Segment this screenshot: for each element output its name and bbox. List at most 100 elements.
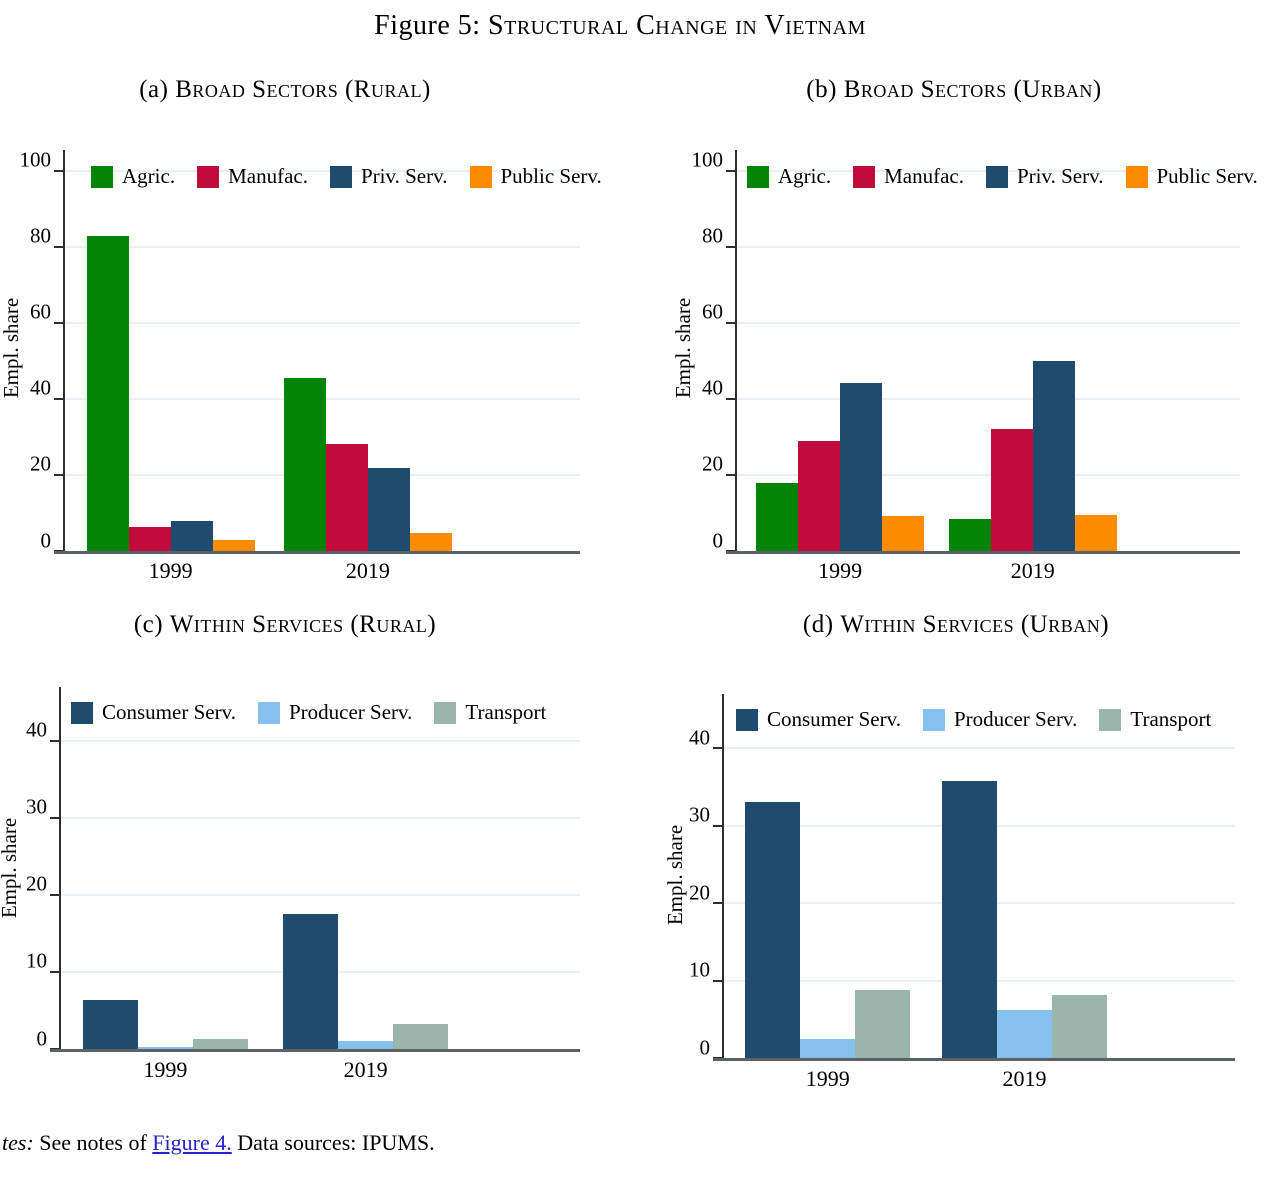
gridline-y40 (61, 739, 580, 742)
y-tick-mark-30 (50, 816, 59, 819)
bar-agric-2019 (948, 518, 991, 551)
legend-swatch (257, 701, 280, 724)
x-tick-label-2019: 2019 (1010, 558, 1055, 583)
y-tick-mark-60 (54, 321, 63, 324)
bar-transport-1999 (192, 1039, 248, 1049)
legend-label: Public Serv. (1156, 164, 1258, 188)
legend-entry-priv-serv: Priv. Serv. (985, 164, 1104, 189)
bar-transport-1999 (855, 989, 911, 1058)
panel-b-plot: 0 20 40 60 80 100 1999 2019 Agric. Manufac. Priv. … (692, 149, 1258, 583)
gridline-y80 (737, 245, 1240, 248)
legend-label: Producer Serv. (288, 700, 413, 724)
figure-notes: tes: See notes of Figure 4. Data sources… (2, 1130, 435, 1156)
panel-c-title: (c) Within Services (Rural) (40, 611, 530, 639)
panel-b-ylabel: Empl. share (671, 297, 695, 399)
legend-swatch (853, 165, 876, 188)
legend-swatch (329, 165, 352, 188)
y-tick-mark-80 (726, 245, 735, 248)
y-tick-mark-40 (54, 397, 63, 400)
bar-consumer-serv-2019 (941, 780, 997, 1058)
y-tick-mark-30 (713, 824, 722, 827)
legend-swatch (469, 165, 492, 188)
x-tick-label-1999: 1999 (143, 1057, 188, 1082)
y-tick-mark-40 (50, 739, 59, 742)
panel-d-title-prefix: (d) (802, 611, 834, 638)
panel-a-ylabel: Empl. share (0, 297, 23, 399)
panel-d-plot: 0 10 20 30 40 1999 2019 Consumer Serv. Producer … (689, 694, 1235, 1091)
y-tick-label-0: 0 (36, 1026, 48, 1050)
bar-producer-serv-1999 (137, 1047, 193, 1049)
legend-swatch (985, 165, 1008, 188)
y-tick-label-80: 80 (30, 223, 51, 248)
y-tick-label-40: 40 (30, 375, 51, 400)
legend-label: Consumer Serv. (102, 700, 236, 724)
y-tick-label-20: 20 (26, 871, 47, 896)
x-axis-line (726, 551, 1240, 554)
gridline-y80 (65, 245, 580, 248)
gridline-y40 (737, 397, 1240, 400)
bar-priv-serv-2019 (367, 467, 410, 551)
bar-producer-serv-2019 (996, 1009, 1052, 1058)
y-tick-label-60: 60 (702, 299, 723, 324)
legend: Consumer Serv. Producer Serv. Transport (736, 707, 1211, 732)
legend-entry-producer-serv: Producer Serv. (257, 700, 413, 725)
legend-entry-consumer-serv: Consumer Serv. (736, 707, 901, 732)
y-tick-label-10: 10 (26, 948, 47, 973)
y-tick-mark-100 (54, 169, 63, 172)
legend-swatch (197, 165, 220, 188)
y-tick-mark-80 (54, 245, 63, 248)
gridline-y60 (737, 321, 1240, 324)
legend-label: Transport (1130, 707, 1212, 731)
legend-swatch (1099, 708, 1122, 731)
legend-swatch (747, 165, 769, 188)
y-tick-mark-20 (54, 473, 63, 476)
gridline-y60 (65, 321, 580, 324)
legend-swatch (91, 165, 113, 188)
y-tick-label-60: 60 (30, 299, 51, 324)
y-tick-label-80: 80 (702, 223, 723, 248)
figure-4-link[interactable]: Figure 4. (152, 1130, 232, 1155)
legend-entry-agric: Agric. (91, 164, 175, 189)
panel-b-title-prefix: (b) (806, 76, 837, 103)
y-tick-mark-10 (50, 970, 59, 973)
legend-label: Manufac. (228, 164, 308, 188)
gridline-y20 (61, 893, 580, 896)
bar-agric-2019 (283, 378, 326, 551)
figure-title-prefix: Figure 5: (374, 10, 481, 41)
legend-entry-priv-serv: Priv. Serv. (329, 164, 448, 189)
legend-entry-public-serv: Public Serv. (1125, 164, 1258, 189)
bar-producer-serv-2019 (338, 1040, 394, 1049)
legend: Agric. Manufac. Priv. Serv. Public Serv. (91, 164, 602, 189)
bar-producer-serv-1999 (800, 1039, 856, 1058)
legend: Agric. Manufac. Priv. Serv. Public Serv. (747, 164, 1258, 189)
figure-title: Figure 5: Structural Change in Vietnam (0, 10, 1240, 42)
legend-label: Producer Serv. (953, 707, 1078, 731)
bar-public-serv-1999 (882, 516, 925, 551)
x-tick-label-2019: 2019 (343, 1057, 388, 1082)
bar-public-serv-2019 (409, 532, 452, 551)
y-tick-label-0: 0 (712, 528, 724, 552)
x-tick-label-2019: 2019 (1002, 1066, 1047, 1091)
y-tick-label-100: 100 (19, 147, 52, 172)
legend-label: Manufac. (884, 164, 964, 188)
legend-entry-transport: Transport (434, 700, 546, 725)
bar-manufac-1999 (128, 527, 171, 551)
y-tick-label-20: 20 (702, 451, 723, 476)
legend-label: Agric. (778, 164, 832, 188)
legend: Consumer Serv. Producer Serv. Transport (71, 700, 546, 725)
legend-entry-agric: Agric. (747, 164, 831, 189)
y-tick-label-30: 30 (689, 802, 710, 827)
bar-consumer-serv-1999 (82, 999, 138, 1049)
panel-c-plot: 0 10 20 30 40 1999 2019 Consumer Serv. Producer … (26, 687, 580, 1082)
x-tick-label-1999: 1999 (805, 1066, 850, 1091)
y-tick-mark-10 (713, 979, 722, 982)
panel-a-title-text: Broad Sectors (Rural) (175, 76, 431, 103)
bar-manufac-2019 (990, 429, 1033, 551)
bar-priv-serv-2019 (1032, 360, 1075, 551)
panel-c-title-prefix: (c) (133, 611, 164, 638)
panel-a-title: (a) Broad Sectors (Rural) (40, 76, 530, 104)
y-tick-mark-60 (726, 321, 735, 324)
bar-transport-2019 (1051, 995, 1107, 1058)
legend-label: Priv. Serv. (1016, 164, 1104, 188)
